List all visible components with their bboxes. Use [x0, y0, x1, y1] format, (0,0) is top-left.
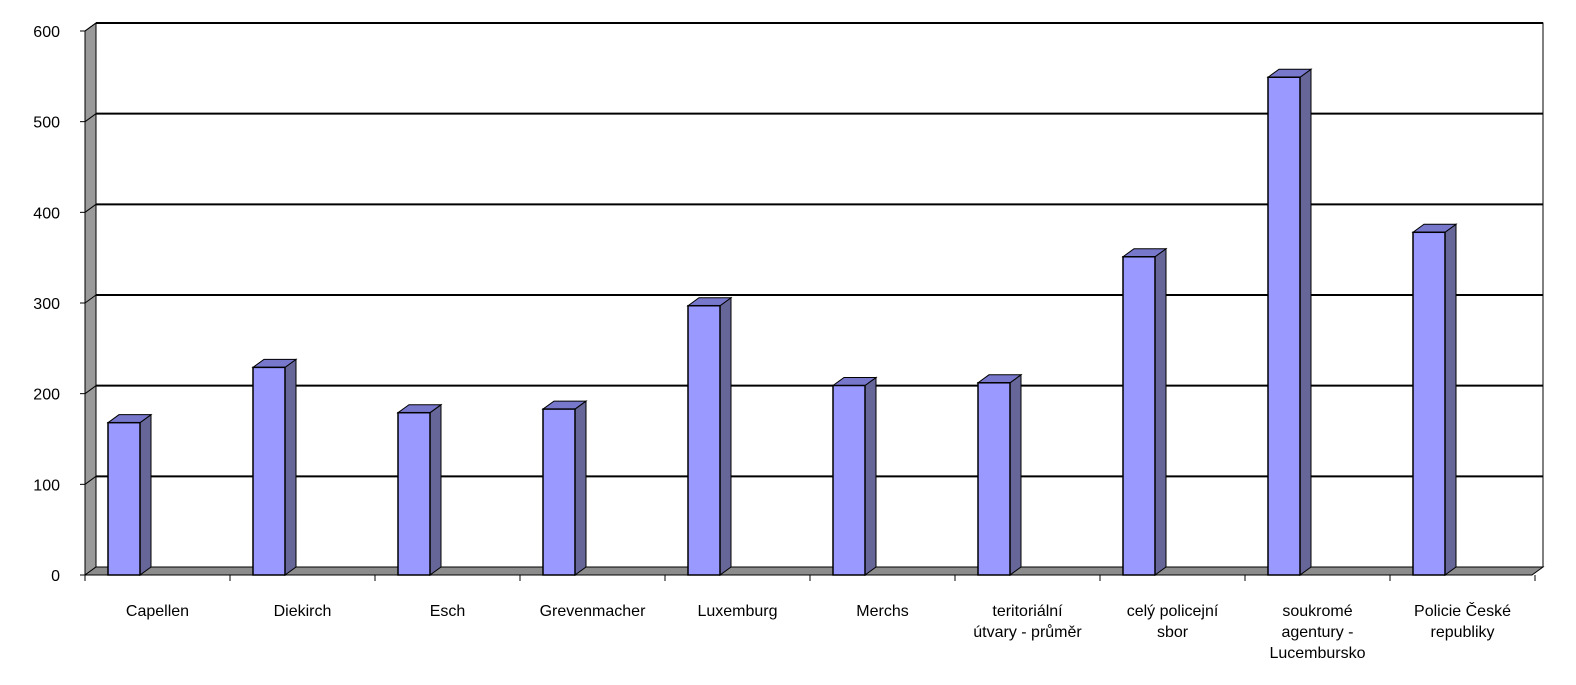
bar-side [719, 296, 732, 576]
y-tick-label: 500 [33, 115, 60, 132]
bar-side [1154, 247, 1167, 576]
bar [1121, 247, 1168, 576]
bar [106, 413, 153, 576]
gridlines [84, 22, 1543, 485]
bar-side [1009, 373, 1022, 576]
x-tick-label-line: Lucembursko [1269, 645, 1365, 662]
x-tick-label-line: sbor [1157, 624, 1189, 641]
bar-side [574, 400, 587, 576]
x-tick-label: Capellen [126, 603, 189, 620]
x-tick-label-line: útvary - průměr [973, 623, 1082, 641]
x-tick-label: soukromé agentury - Lucembursko [1269, 603, 1365, 662]
y-axis: 0 100 200 300 400 500 600 [33, 24, 85, 585]
bar-side [139, 413, 152, 576]
x-tick-label: Esch [430, 603, 466, 620]
bar-front [687, 304, 721, 576]
bar [686, 296, 733, 576]
x-tick-label-line: teritoriální [992, 603, 1063, 620]
bar-side [429, 403, 442, 576]
bar-front [107, 421, 141, 576]
bar-side [284, 358, 297, 576]
bar-side [1299, 68, 1312, 576]
x-tick-label-line: Luxemburg [697, 603, 777, 620]
gridline-diagonal [84, 22, 97, 32]
x-axis: Capellen Diekirch Esch Grevenmacher Luxembur… [84, 575, 1536, 662]
x-tick-label-line: celý policejní [1127, 603, 1219, 620]
y-tick-label: 0 [51, 568, 60, 585]
x-tick-label: Policie České republiky [1414, 601, 1511, 641]
x-tick-label: Luxemburg [697, 603, 777, 620]
bar-front [397, 411, 431, 576]
x-tick-label: Grevenmacher [540, 603, 646, 620]
bar [541, 400, 588, 576]
x-tick-label: celý policejní sbor [1127, 603, 1219, 641]
bar-front [542, 408, 576, 576]
y-tick-label: 600 [33, 24, 60, 41]
bar-front [1122, 256, 1156, 576]
bar-front [252, 366, 286, 576]
x-tick-label-line: soukromé [1282, 603, 1352, 620]
x-tick-label: Diekirch [274, 603, 332, 620]
y-tick-label: 200 [33, 387, 60, 404]
bar-side [864, 376, 877, 576]
bar [1266, 68, 1313, 576]
bar [1411, 223, 1458, 576]
x-tick-label-line: Capellen [126, 603, 189, 620]
bar-front [977, 382, 1011, 576]
bar [396, 403, 443, 576]
x-tick-label-line: Esch [430, 603, 466, 620]
bar-side [1444, 223, 1457, 576]
x-tick-label: teritoriální útvary - průměr [973, 603, 1082, 641]
gridline-diagonal [84, 475, 97, 485]
y-tick-label: 300 [33, 296, 60, 313]
bar [976, 373, 1023, 576]
gridline-diagonal [84, 385, 97, 395]
bar-front [1412, 231, 1446, 576]
bar-front [1267, 76, 1301, 576]
x-tick-label-line: Policie České [1414, 601, 1511, 620]
x-tick-label-line: Merchs [856, 603, 908, 620]
bar [831, 376, 878, 576]
chart-walls [83, 22, 1545, 576]
x-tick-label-line: agentury - [1281, 624, 1353, 641]
x-tick-label-line: Diekirch [274, 603, 332, 620]
bar-front [832, 384, 866, 576]
gridline-diagonal [84, 113, 97, 123]
y-tick-label: 100 [33, 477, 60, 494]
y-tick-label: 400 [33, 205, 60, 222]
floor [83, 566, 1545, 576]
x-tick-label: Merchs [856, 603, 908, 620]
bar [251, 358, 298, 576]
gridline-diagonal [84, 203, 97, 213]
gridline-diagonal [84, 294, 97, 304]
x-tick-label-line: Grevenmacher [540, 603, 646, 620]
bars [106, 68, 1458, 576]
x-tick-label-line: republiky [1430, 624, 1494, 641]
